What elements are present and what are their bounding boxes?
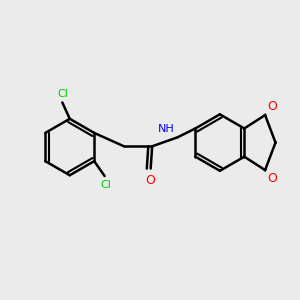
Text: Cl: Cl bbox=[57, 89, 68, 99]
Text: O: O bbox=[146, 174, 156, 187]
Text: Cl: Cl bbox=[101, 180, 112, 190]
Text: NH: NH bbox=[158, 124, 175, 134]
Text: O: O bbox=[267, 172, 277, 185]
Text: O: O bbox=[267, 100, 277, 113]
